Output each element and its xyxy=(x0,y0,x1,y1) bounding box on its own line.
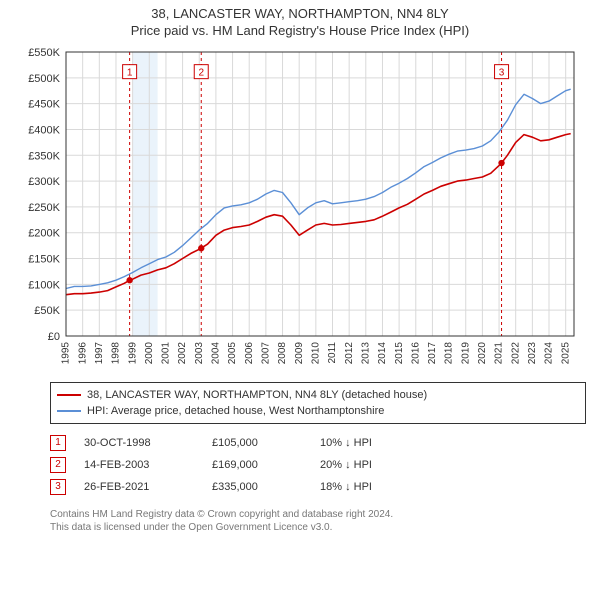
svg-text:2024: 2024 xyxy=(544,342,555,365)
svg-text:2001: 2001 xyxy=(161,342,172,365)
svg-text:£400K: £400K xyxy=(28,124,60,136)
svg-text:2006: 2006 xyxy=(244,342,255,365)
sale-diff: 10% ↓ HPI xyxy=(320,432,410,454)
svg-text:£100K: £100K xyxy=(28,279,60,291)
svg-text:2007: 2007 xyxy=(261,342,272,365)
sale-marker-icon: 3 xyxy=(50,479,66,495)
legend: 38, LANCASTER WAY, NORTHAMPTON, NN4 8LY … xyxy=(50,382,586,424)
svg-text:2002: 2002 xyxy=(177,342,188,365)
sale-row: 3 26-FEB-2021 £335,000 18% ↓ HPI xyxy=(50,476,586,498)
chart-area: £0 £50K £100K £150K £200K £250K £300K £350K £400… xyxy=(14,46,586,376)
svg-text:1997: 1997 xyxy=(94,342,105,365)
svg-text:£550K: £550K xyxy=(28,47,60,59)
svg-text:2018: 2018 xyxy=(444,342,455,365)
svg-text:2023: 2023 xyxy=(527,342,538,365)
sale-date: 30-OCT-1998 xyxy=(84,432,194,454)
title-block: 38, LANCASTER WAY, NORTHAMPTON, NN4 8LY … xyxy=(0,0,600,38)
sales-table: 1 30-OCT-1998 £105,000 10% ↓ HPI 2 14-FE… xyxy=(50,432,586,498)
sale-row: 2 14-FEB-2003 £169,000 20% ↓ HPI xyxy=(50,454,586,476)
legend-label: HPI: Average price, detached house, West… xyxy=(87,403,384,419)
svg-text:£150K: £150K xyxy=(28,254,60,266)
svg-text:£300K: £300K xyxy=(28,176,60,188)
legend-swatch xyxy=(57,410,81,412)
svg-text:£350K: £350K xyxy=(28,150,60,162)
svg-text:2016: 2016 xyxy=(410,342,421,365)
line-chart: £0 £50K £100K £150K £200K £250K £300K £350K £400… xyxy=(14,46,586,376)
svg-text:2020: 2020 xyxy=(477,342,488,365)
svg-text:2: 2 xyxy=(198,68,204,79)
svg-text:2010: 2010 xyxy=(310,342,321,365)
svg-text:2021: 2021 xyxy=(494,342,505,365)
footer-line: This data is licensed under the Open Gov… xyxy=(50,521,586,534)
svg-text:1998: 1998 xyxy=(111,342,122,365)
svg-text:2000: 2000 xyxy=(144,342,155,365)
svg-text:2003: 2003 xyxy=(194,342,205,365)
svg-text:2012: 2012 xyxy=(344,342,355,365)
sale-date: 26-FEB-2021 xyxy=(84,476,194,498)
svg-text:£50K: £50K xyxy=(34,305,60,317)
sale-price: £335,000 xyxy=(212,476,302,498)
svg-text:2015: 2015 xyxy=(394,342,405,365)
svg-text:2008: 2008 xyxy=(277,342,288,365)
sale-row: 1 30-OCT-1998 £105,000 10% ↓ HPI xyxy=(50,432,586,454)
footer-line: Contains HM Land Registry data © Crown c… xyxy=(50,508,586,521)
sale-diff: 20% ↓ HPI xyxy=(320,454,410,476)
svg-text:£450K: £450K xyxy=(28,99,60,111)
legend-swatch xyxy=(57,394,81,396)
chart-subtitle: Price paid vs. HM Land Registry's House … xyxy=(0,23,600,38)
chart-title: 38, LANCASTER WAY, NORTHAMPTON, NN4 8LY xyxy=(0,6,600,21)
svg-text:2017: 2017 xyxy=(427,342,438,365)
svg-text:2009: 2009 xyxy=(294,342,305,365)
svg-text:£500K: £500K xyxy=(28,73,60,85)
legend-item-property: 38, LANCASTER WAY, NORTHAMPTON, NN4 8LY … xyxy=(57,387,579,403)
svg-text:£0: £0 xyxy=(48,331,60,343)
svg-text:2019: 2019 xyxy=(460,342,471,365)
chart-container: 38, LANCASTER WAY, NORTHAMPTON, NN4 8LY … xyxy=(0,0,600,590)
legend-item-hpi: HPI: Average price, detached house, West… xyxy=(57,403,579,419)
footer-attribution: Contains HM Land Registry data © Crown c… xyxy=(50,508,586,534)
sale-price: £105,000 xyxy=(212,432,302,454)
legend-label: 38, LANCASTER WAY, NORTHAMPTON, NN4 8LY … xyxy=(87,387,427,403)
svg-text:2025: 2025 xyxy=(560,342,571,365)
svg-text:2022: 2022 xyxy=(510,342,521,365)
svg-text:£200K: £200K xyxy=(28,228,60,240)
sale-marker-icon: 2 xyxy=(50,457,66,473)
sale-date: 14-FEB-2003 xyxy=(84,454,194,476)
svg-text:£250K: £250K xyxy=(28,202,60,214)
svg-text:1: 1 xyxy=(127,68,133,79)
svg-text:2013: 2013 xyxy=(360,342,371,365)
sale-marker-icon: 1 xyxy=(50,435,66,451)
svg-text:2014: 2014 xyxy=(377,342,388,365)
svg-text:2011: 2011 xyxy=(327,342,338,364)
sale-diff: 18% ↓ HPI xyxy=(320,476,410,498)
sale-price: £169,000 xyxy=(212,454,302,476)
svg-text:3: 3 xyxy=(499,68,505,79)
svg-text:1995: 1995 xyxy=(61,342,72,365)
svg-text:2005: 2005 xyxy=(227,342,238,365)
svg-text:2004: 2004 xyxy=(211,342,222,365)
svg-text:1996: 1996 xyxy=(77,342,88,365)
svg-text:1999: 1999 xyxy=(127,342,138,365)
